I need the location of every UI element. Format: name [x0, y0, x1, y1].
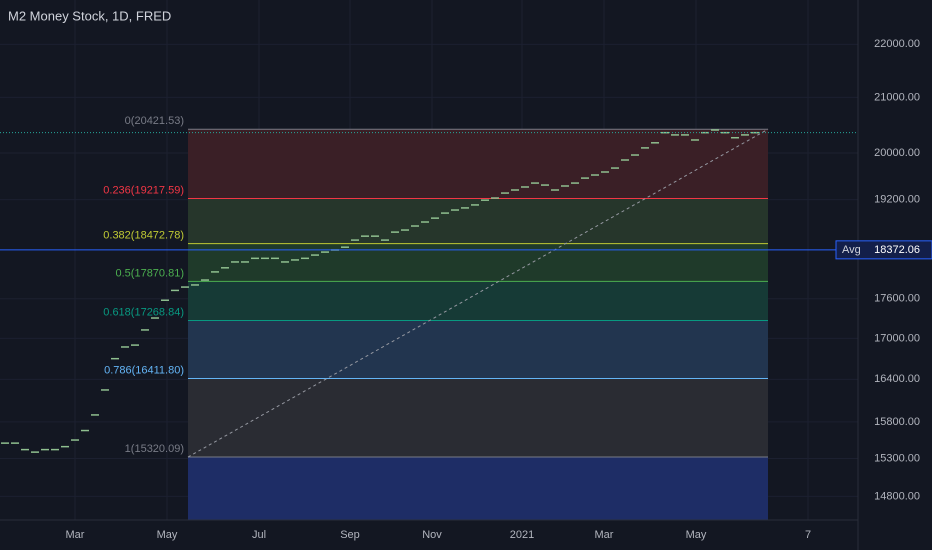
fib-zone [188, 320, 768, 379]
y-tick-label: 20000.00 [874, 147, 920, 159]
fib-level-label: 0.382(18472.78) [103, 230, 184, 242]
fib-level-label: 0.786(16411.80) [104, 364, 184, 376]
y-tick-label: 17000.00 [874, 332, 920, 344]
fib-zone [188, 243, 768, 282]
fib-level-label: 0.236(19217.59) [103, 184, 184, 196]
fib-zone [188, 281, 768, 321]
y-tick-label: 17600.00 [874, 293, 920, 305]
avg-tag [835, 240, 932, 260]
x-tick-label: Mar [66, 529, 85, 541]
fib-level-label: 0.618(17268.84) [103, 306, 184, 318]
chart-title: M2 Money Stock, 1D, FRED [8, 8, 171, 23]
x-tick-label: Jul [252, 529, 266, 541]
fib-level-label: 1(15320.09) [125, 443, 184, 455]
fib-zone [188, 378, 768, 458]
y-tick-label: 14800.00 [874, 490, 920, 502]
avg-name: Avg [842, 244, 861, 256]
x-tick-label: 2021 [510, 529, 534, 541]
fib-zone [188, 129, 768, 199]
x-tick-label: 7 [805, 529, 811, 541]
x-tick-label: May [157, 529, 178, 541]
x-tick-label: Sep [340, 529, 360, 541]
fib-level-label: 0(20421.53) [125, 115, 184, 127]
y-tick-label: 15800.00 [874, 416, 920, 428]
y-tick-label: 21000.00 [874, 91, 920, 103]
fib-zone [188, 198, 768, 244]
y-tick-label: 16400.00 [874, 373, 920, 385]
fib-level-label: 0.5(17870.81) [116, 267, 185, 279]
avg-value: 18372.06 [874, 244, 920, 256]
x-tick-label: May [686, 529, 707, 541]
x-tick-label: Mar [595, 529, 614, 541]
fib-zone [188, 457, 768, 520]
y-tick-label: 19200.00 [874, 193, 920, 205]
y-tick-label: 15300.00 [874, 452, 920, 464]
x-tick-label: Nov [422, 529, 442, 541]
y-tick-label: 22000.00 [874, 38, 920, 50]
